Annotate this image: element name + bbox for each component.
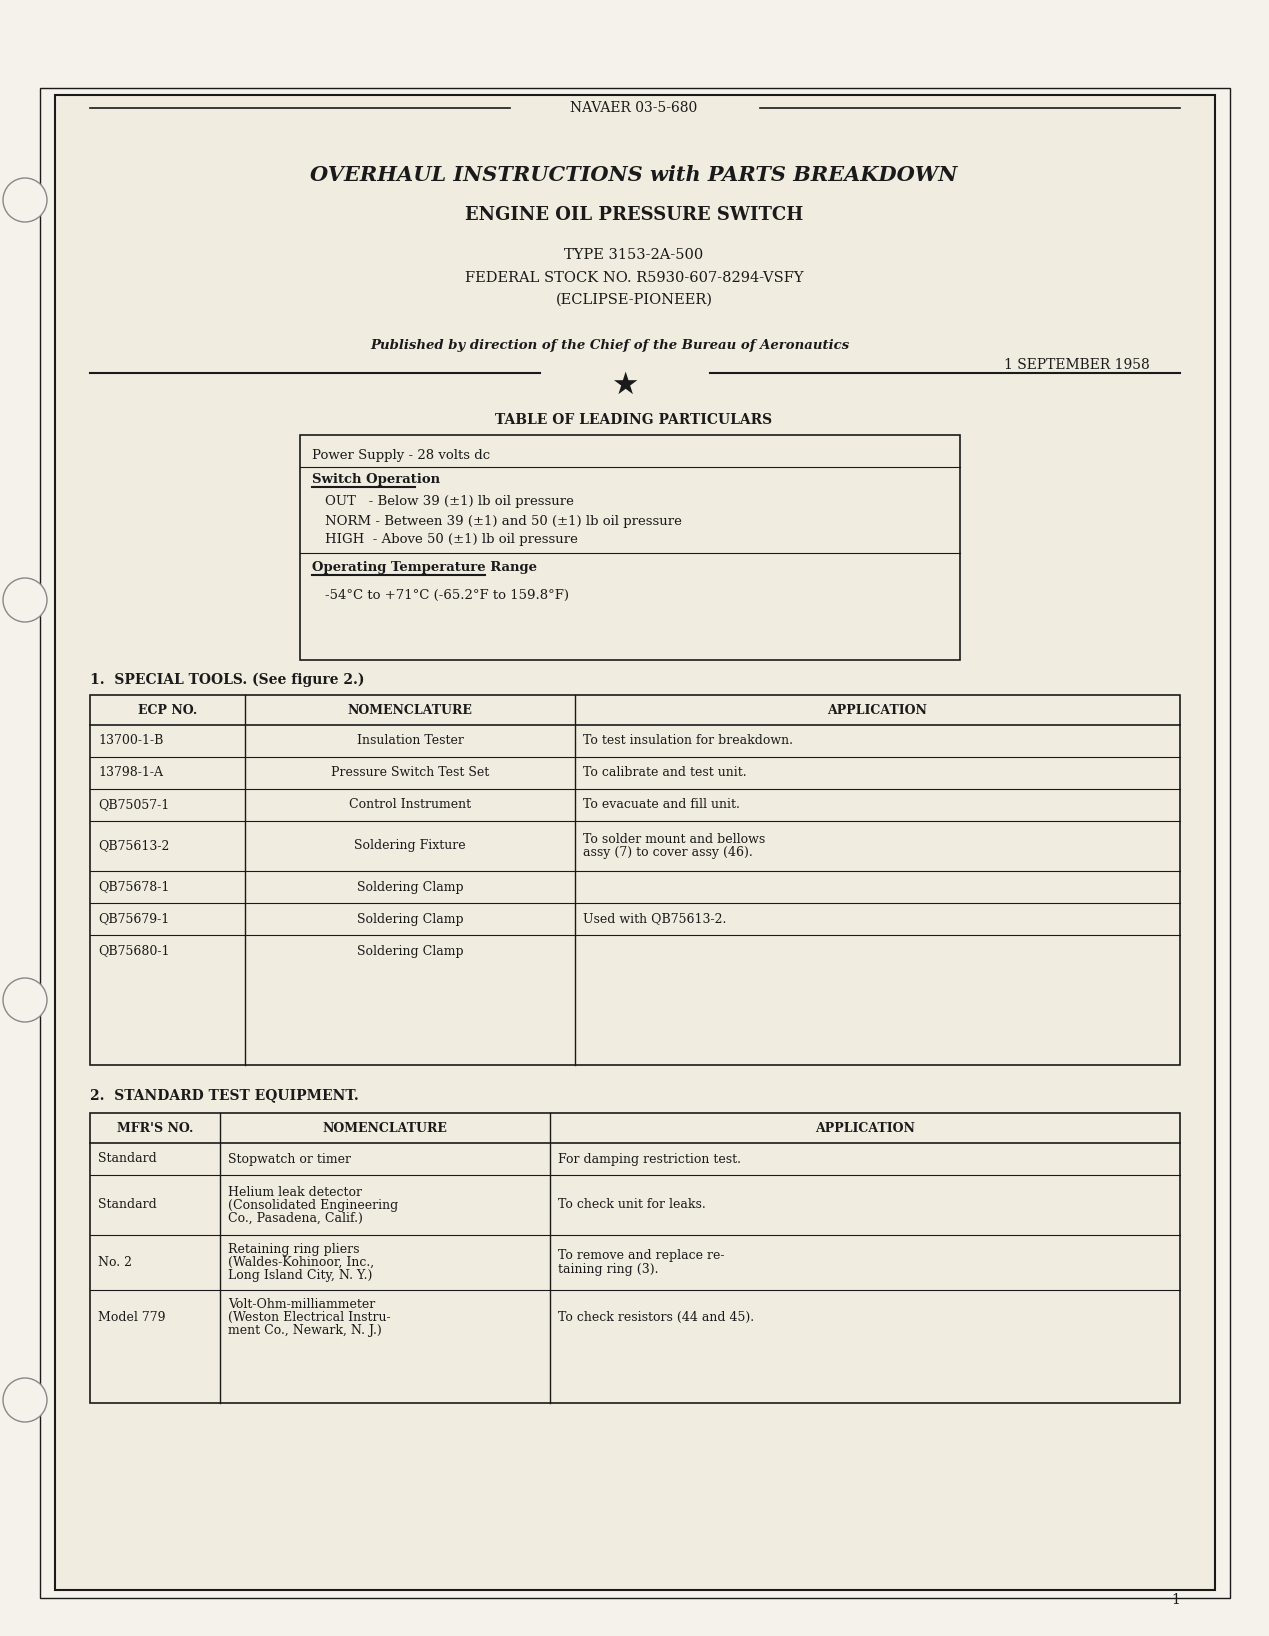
Text: TYPE 3153-2A-500: TYPE 3153-2A-500 <box>565 249 703 262</box>
Text: ECP NO.: ECP NO. <box>138 703 197 717</box>
Text: 1 SEPTEMBER 1958: 1 SEPTEMBER 1958 <box>1004 358 1150 371</box>
Text: Standard: Standard <box>98 1199 157 1212</box>
Text: Co., Pasadena, Calif.): Co., Pasadena, Calif.) <box>228 1212 363 1224</box>
Text: Insulation Tester: Insulation Tester <box>357 735 463 748</box>
Text: ENGINE OIL PRESSURE SWITCH: ENGINE OIL PRESSURE SWITCH <box>464 206 803 224</box>
Text: To test insulation for breakdown.: To test insulation for breakdown. <box>582 735 793 748</box>
Text: Pressure Switch Test Set: Pressure Switch Test Set <box>331 767 489 779</box>
Text: Stopwatch or timer: Stopwatch or timer <box>228 1152 352 1165</box>
Text: No. 2: No. 2 <box>98 1256 132 1270</box>
Text: Soldering Clamp: Soldering Clamp <box>357 880 463 893</box>
Text: Soldering Clamp: Soldering Clamp <box>357 944 463 957</box>
Text: 2.  STANDARD TEST EQUIPMENT.: 2. STANDARD TEST EQUIPMENT. <box>90 1088 359 1103</box>
Text: Used with QB75613-2.: Used with QB75613-2. <box>582 913 726 926</box>
Text: HIGH  - Above 50 (±1) lb oil pressure: HIGH - Above 50 (±1) lb oil pressure <box>325 533 577 546</box>
Text: QB75679-1: QB75679-1 <box>98 913 169 926</box>
Text: OVERHAUL INSTRUCTIONS with PARTS BREAKDOWN: OVERHAUL INSTRUCTIONS with PARTS BREAKDO… <box>311 165 958 185</box>
Text: To calibrate and test unit.: To calibrate and test unit. <box>582 767 746 779</box>
Text: Operating Temperature Range: Operating Temperature Range <box>312 561 537 574</box>
Text: To check resistors (44 and 45).: To check resistors (44 and 45). <box>558 1310 754 1324</box>
Circle shape <box>3 578 47 622</box>
Circle shape <box>3 178 47 222</box>
Text: 1.  SPECIAL TOOLS. (See figure 2.): 1. SPECIAL TOOLS. (See figure 2.) <box>90 672 364 687</box>
Text: (Consolidated Engineering: (Consolidated Engineering <box>228 1199 398 1212</box>
Text: (ECLIPSE-PIONEER): (ECLIPSE-PIONEER) <box>556 293 712 308</box>
Text: Published by direction of the Chief of the Bureau of Aeronautics: Published by direction of the Chief of t… <box>371 339 849 352</box>
Text: Volt-Ohm-milliammeter: Volt-Ohm-milliammeter <box>228 1297 376 1310</box>
Text: NORM - Between 39 (±1) and 50 (±1) lb oil pressure: NORM - Between 39 (±1) and 50 (±1) lb oi… <box>325 514 681 527</box>
Text: For damping restriction test.: For damping restriction test. <box>558 1152 741 1165</box>
Text: NAVAER 03-5-680: NAVAER 03-5-680 <box>570 101 698 115</box>
Text: -54°C to +71°C (-65.2°F to 159.8°F): -54°C to +71°C (-65.2°F to 159.8°F) <box>325 589 569 602</box>
Text: assy (7) to cover assy (46).: assy (7) to cover assy (46). <box>582 846 753 859</box>
Text: Power Supply - 28 volts dc: Power Supply - 28 volts dc <box>312 448 490 461</box>
Text: To check unit for leaks.: To check unit for leaks. <box>558 1199 706 1212</box>
Text: 13798-1-A: 13798-1-A <box>98 767 162 779</box>
Text: Control Instrument: Control Instrument <box>349 798 471 811</box>
Text: Soldering Fixture: Soldering Fixture <box>354 839 466 852</box>
Text: ment Co., Newark, N. J.): ment Co., Newark, N. J.) <box>228 1324 382 1337</box>
Text: QB75613-2: QB75613-2 <box>98 839 169 852</box>
Text: NOMENCLATURE: NOMENCLATURE <box>322 1122 448 1134</box>
Text: NOMENCLATURE: NOMENCLATURE <box>348 703 472 717</box>
Text: APPLICATION: APPLICATION <box>827 703 928 717</box>
Bar <box>90 1112 1180 1404</box>
Text: TABLE OF LEADING PARTICULARS: TABLE OF LEADING PARTICULARS <box>495 412 773 427</box>
Text: FEDERAL STOCK NO. R5930-607-8294-VSFY: FEDERAL STOCK NO. R5930-607-8294-VSFY <box>464 272 803 285</box>
Text: 1: 1 <box>1171 1593 1180 1607</box>
Text: QB75678-1: QB75678-1 <box>98 880 169 893</box>
Circle shape <box>3 978 47 1022</box>
Text: To evacuate and fill unit.: To evacuate and fill unit. <box>582 798 740 811</box>
Text: taining ring (3).: taining ring (3). <box>558 1263 659 1276</box>
Text: 13700-1-B: 13700-1-B <box>98 735 164 748</box>
Text: Retaining ring pliers: Retaining ring pliers <box>228 1243 359 1256</box>
Text: (Weston Electrical Instru-: (Weston Electrical Instru- <box>228 1310 391 1324</box>
Text: APPLICATION: APPLICATION <box>815 1122 915 1134</box>
Text: Standard: Standard <box>98 1152 157 1165</box>
Text: To solder mount and bellows: To solder mount and bellows <box>582 833 765 846</box>
Text: Switch Operation: Switch Operation <box>312 473 440 486</box>
Text: (Waldes-Kohinoor, Inc.,: (Waldes-Kohinoor, Inc., <box>228 1256 374 1270</box>
Text: QB75680-1: QB75680-1 <box>98 944 170 957</box>
Text: To remove and replace re-: To remove and replace re- <box>558 1250 725 1263</box>
Text: Long Island City, N. Y.): Long Island City, N. Y.) <box>228 1270 372 1283</box>
Text: QB75057-1: QB75057-1 <box>98 798 169 811</box>
Text: Model 779: Model 779 <box>98 1310 165 1324</box>
Circle shape <box>3 1378 47 1422</box>
Text: MFR'S NO.: MFR'S NO. <box>117 1122 193 1134</box>
Bar <box>299 435 961 659</box>
Bar <box>90 695 1180 1065</box>
Text: OUT   - Below 39 (±1) lb oil pressure: OUT - Below 39 (±1) lb oil pressure <box>325 496 574 509</box>
Text: Soldering Clamp: Soldering Clamp <box>357 913 463 926</box>
Text: ★: ★ <box>612 370 638 399</box>
Text: Helium leak detector: Helium leak detector <box>228 1186 362 1199</box>
